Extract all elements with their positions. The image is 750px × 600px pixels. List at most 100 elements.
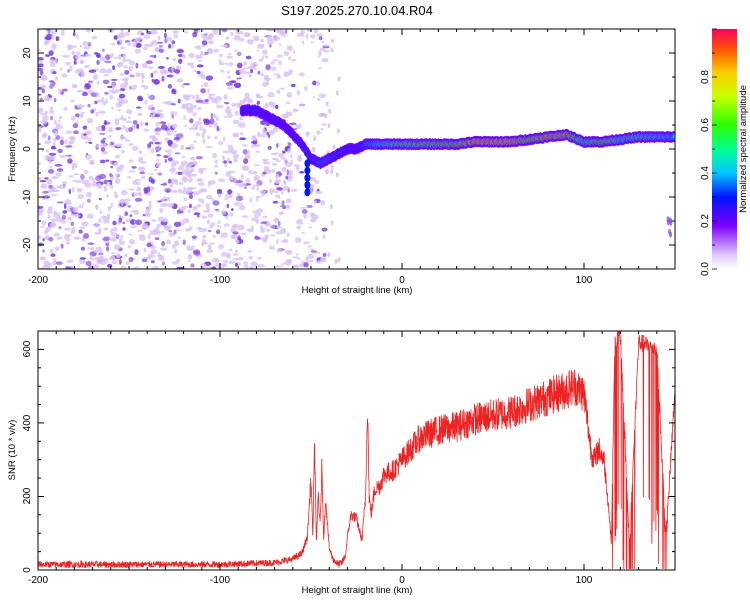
noise-speck — [81, 221, 89, 227]
noise-speck — [119, 259, 122, 265]
noise-speck — [120, 115, 124, 120]
y-tick-label: 0 — [22, 146, 33, 152]
noise-speck — [261, 158, 269, 162]
noise-speck — [157, 251, 160, 258]
noise-speck — [98, 217, 102, 224]
noise-speck — [256, 100, 261, 105]
noise-speck — [292, 50, 296, 54]
noise-speck — [276, 238, 279, 245]
noise-speck — [202, 138, 206, 144]
noise-speck — [235, 195, 243, 202]
noise-speck — [189, 226, 193, 231]
noise-speck — [161, 230, 165, 234]
noise-speck — [54, 246, 60, 252]
noise-speck — [242, 149, 248, 155]
noise-speck — [138, 191, 142, 197]
noise-speck — [327, 252, 331, 257]
noise-speck — [141, 62, 149, 69]
noise-speck — [124, 127, 130, 133]
noise-speck — [99, 256, 105, 262]
noise-speck — [250, 141, 256, 144]
noise-speck — [106, 193, 109, 198]
noise-speck — [99, 159, 106, 164]
noise-speck — [267, 145, 272, 150]
noise-speck — [93, 74, 98, 81]
noise-speck — [221, 155, 225, 161]
noise-speck — [79, 59, 85, 64]
noise-speck — [38, 93, 42, 96]
noise-speck — [165, 57, 169, 60]
noise-speck — [135, 62, 139, 69]
noise-speck — [322, 252, 327, 257]
noise-speck — [64, 234, 73, 237]
noise-speck — [190, 168, 195, 173]
noise-speck — [229, 195, 233, 199]
noise-speck — [160, 198, 166, 201]
noise-speck — [112, 65, 115, 70]
noise-speck — [131, 124, 136, 130]
noise-speck — [276, 89, 281, 95]
noise-speck — [129, 214, 133, 218]
noise-speck — [128, 170, 136, 173]
noise-speck — [122, 54, 126, 59]
noise-speck — [55, 36, 60, 42]
noise-speck — [57, 148, 63, 154]
noise-speck — [93, 264, 100, 269]
noise-speck — [96, 260, 103, 265]
noise-speck — [140, 161, 147, 164]
noise-speck — [267, 133, 271, 138]
noise-speck — [38, 107, 44, 114]
noise-speck — [175, 182, 179, 186]
noise-speck — [74, 113, 80, 118]
noise-speck — [240, 174, 244, 180]
noise-speck — [125, 261, 130, 265]
noise-speck — [277, 220, 281, 227]
noise-speck — [237, 224, 245, 231]
noise-speck — [99, 132, 106, 135]
noise-speck — [166, 239, 171, 245]
noise-speck — [64, 199, 72, 205]
noise-speck — [258, 58, 263, 63]
noise-speck — [158, 45, 163, 48]
noise-speck — [224, 197, 228, 201]
noise-speck — [126, 176, 132, 179]
noise-speck — [272, 157, 277, 161]
noise-speck — [184, 95, 187, 98]
noise-speck — [171, 113, 175, 119]
noise-speck — [255, 150, 261, 153]
noise-speck — [273, 73, 281, 76]
noise-speck — [261, 55, 264, 61]
noise-speck — [76, 180, 83, 183]
noise-speck — [73, 236, 81, 241]
noise-speck — [318, 113, 324, 118]
noise-speck — [231, 152, 236, 155]
noise-speck — [170, 143, 178, 149]
noise-speck — [132, 145, 139, 151]
noise-speck — [265, 64, 271, 70]
noise-speck — [57, 119, 61, 123]
noise-speck — [62, 210, 67, 214]
noise-speck — [98, 110, 106, 114]
noise-speck — [227, 75, 231, 79]
noise-speck — [49, 222, 57, 228]
x-tick-label: 0 — [399, 575, 405, 586]
noise-speck — [201, 132, 205, 139]
noise-speck — [71, 50, 75, 56]
noise-speck — [188, 248, 193, 251]
noise-speck — [142, 225, 146, 229]
noise-speck — [320, 127, 324, 131]
noise-speck — [228, 170, 236, 174]
noise-speck — [306, 204, 313, 208]
noise-speck — [111, 90, 117, 94]
noise-speck — [111, 260, 118, 265]
noise-speck — [144, 99, 148, 105]
noise-speck — [102, 220, 110, 224]
noise-speck — [70, 99, 75, 103]
noise-speck — [121, 149, 125, 154]
noise-speck — [65, 154, 72, 157]
noise-speck — [53, 258, 57, 263]
noise-speck — [57, 88, 62, 94]
noise-speck — [53, 97, 57, 103]
noise-speck — [194, 124, 199, 130]
noise-speck — [95, 53, 101, 58]
